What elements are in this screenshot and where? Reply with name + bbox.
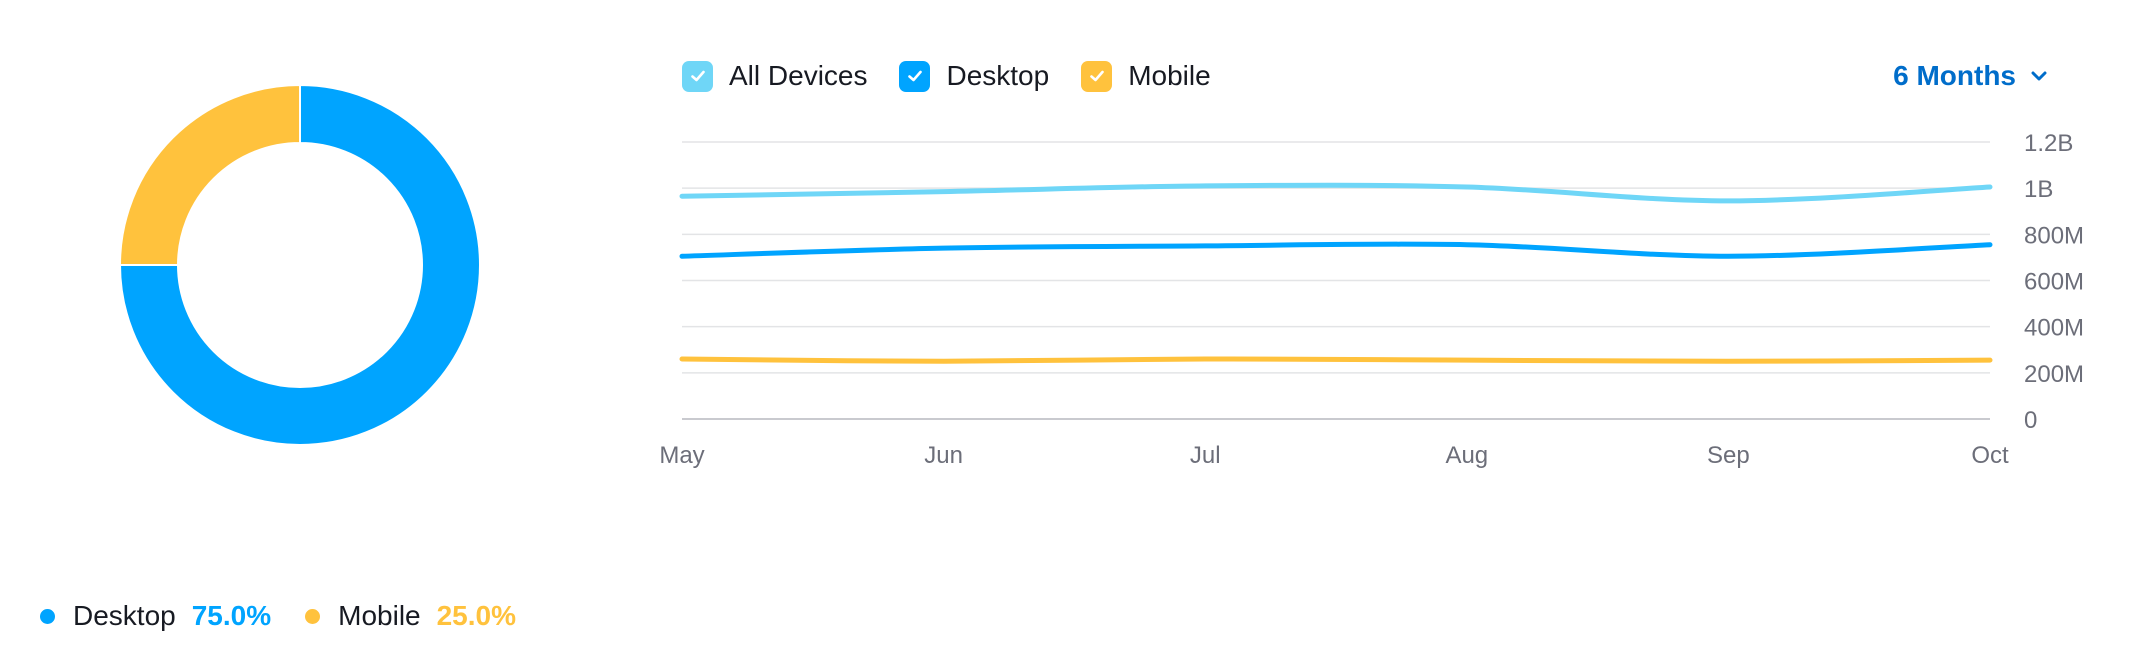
- x-tick-label: Jul: [1190, 442, 1221, 469]
- donut-legend-percent: 25.0%: [436, 600, 517, 631]
- donut-legend-label: Mobile: [338, 600, 421, 631]
- x-tick-label: Aug: [1445, 442, 1488, 469]
- toggle-label: Desktop: [946, 60, 1050, 91]
- x-tick-label: Oct: [1971, 442, 2009, 469]
- desktop-dot-icon: [40, 608, 55, 624]
- y-tick-label: 1B: [2024, 176, 2053, 203]
- x-tick-label: Sep: [1707, 442, 1750, 469]
- checkmark-icon: [690, 70, 705, 82]
- toggle-label: Mobile: [1128, 60, 1211, 91]
- donut-legend-item-mobile: Mobile 25.0%: [305, 600, 516, 632]
- y-tick-label: 800M: [2024, 222, 2084, 249]
- x-tick-label: Jun: [924, 442, 963, 469]
- toggle-mobile[interactable]: Mobile: [1081, 60, 1211, 92]
- y-tick-label: 0: [2024, 407, 2037, 434]
- desktop-checkbox[interactable]: [899, 60, 931, 92]
- y-tick-label: 1.2B: [2024, 130, 2073, 157]
- toggle-desktop[interactable]: Desktop: [899, 60, 1049, 92]
- device-share-donut-chart: [118, 83, 481, 446]
- donut-legend-label: Desktop: [73, 600, 176, 631]
- donut-legend: Desktop 75.0% Mobile 25.0%: [40, 600, 550, 632]
- series-line-desktop: [679, 241, 1993, 259]
- series-line-all-devices: [679, 182, 1993, 204]
- toggle-label: All Devices: [729, 60, 868, 91]
- series-line-mobile: [679, 356, 1993, 364]
- series-toggles: All Devices Desktop Mobile: [682, 60, 1243, 92]
- y-tick-label: 600M: [2024, 269, 2084, 296]
- all-devices-checkbox[interactable]: [682, 60, 713, 92]
- period-dropdown[interactable]: 6 Months: [1893, 60, 2050, 92]
- donut-legend-item-desktop: Desktop 75.0%: [40, 600, 271, 632]
- y-tick-label: 400M: [2024, 315, 2084, 342]
- checkmark-icon: [1089, 70, 1104, 82]
- mobile-checkbox[interactable]: [1081, 60, 1113, 92]
- x-tick-label: May: [659, 442, 704, 469]
- toggle-all-devices[interactable]: All Devices: [682, 60, 867, 92]
- mobile-dot-icon: [305, 608, 321, 624]
- checkmark-icon: [908, 70, 922, 82]
- donut-legend-percent: 75.0%: [191, 600, 272, 631]
- period-dropdown-label: 6 Months: [1893, 60, 2016, 91]
- chevron-down-icon: [2031, 71, 2047, 81]
- donut-slice-mobile[interactable]: [118, 83, 301, 266]
- donut-slice-desktop[interactable]: [118, 83, 481, 446]
- y-tick-label: 200M: [2024, 361, 2084, 388]
